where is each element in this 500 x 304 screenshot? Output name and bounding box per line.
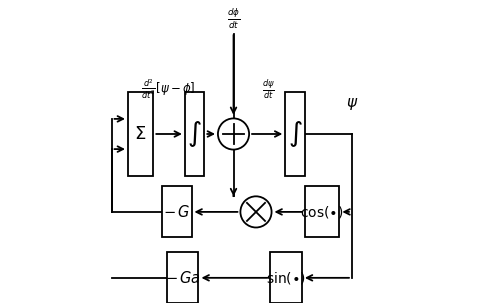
Bar	[270, 252, 302, 303]
Circle shape	[218, 118, 249, 150]
Text: $\int$: $\int$	[187, 119, 202, 149]
Bar	[304, 186, 339, 237]
Text: $\frac{d^2}{dt^2}[\psi-\phi]$: $\frac{d^2}{dt^2}[\psi-\phi]$	[141, 78, 196, 101]
Text: $\frac{d\psi}{dt}$: $\frac{d\psi}{dt}$	[262, 77, 274, 101]
Circle shape	[240, 196, 272, 227]
Text: $\frac{d\phi}{dt}$: $\frac{d\phi}{dt}$	[227, 7, 240, 31]
Bar	[285, 92, 304, 176]
Bar	[167, 252, 198, 303]
Bar	[185, 92, 204, 176]
Bar	[162, 186, 192, 237]
Text: $\psi$: $\psi$	[346, 95, 358, 112]
Text: $\cos(\bullet)$: $\cos(\bullet)$	[300, 204, 344, 220]
Text: $\sin(\bullet)$: $\sin(\bullet)$	[266, 270, 306, 286]
Text: $-\,Ga$: $-\,Ga$	[164, 270, 200, 286]
Text: $\Sigma$: $\Sigma$	[134, 125, 146, 143]
Text: $-\,G$: $-\,G$	[163, 204, 190, 220]
Bar	[128, 92, 154, 176]
Text: $\int$: $\int$	[288, 119, 302, 149]
